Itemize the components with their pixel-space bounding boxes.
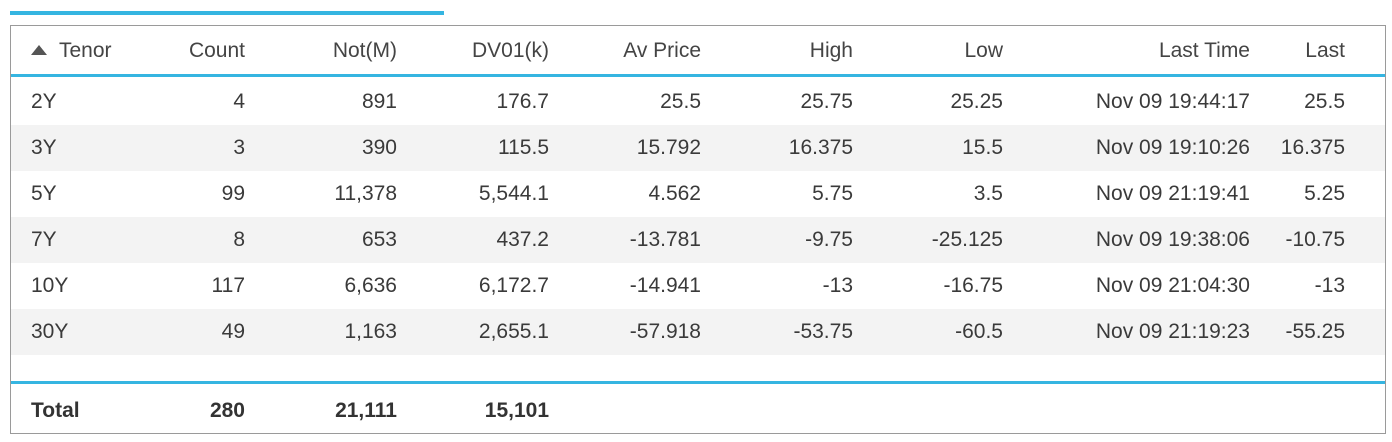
cell-high: 5.75 [812,182,853,205]
column-header-last[interactable]: Last [1305,39,1345,62]
table-row[interactable]: 10Y 117 6,636 6,172.7 -14.941 -13 -16.75… [11,263,1385,309]
cell-count: 49 [221,320,245,343]
cell-high: 25.75 [800,90,853,113]
cell-dv01: 2,655.1 [478,320,549,343]
cell-count: 99 [221,182,245,205]
cell-dv01: 176.7 [496,90,549,113]
cell-notional: 1,163 [344,320,397,343]
column-header-tenor-label: Tenor [59,39,112,62]
cell-notional: 891 [361,90,397,113]
cell-av-price: -57.918 [629,320,701,343]
column-header-tenor[interactable]: Tenor [31,28,211,74]
cell-last: -13 [1314,274,1345,297]
cell-high: -13 [822,274,853,297]
cell-notional: 6,636 [344,274,397,297]
cell-tenor: 2Y [31,90,57,113]
cell-low: 25.25 [950,90,1003,113]
cell-last-time: Nov 09 19:10:26 [1095,136,1250,159]
cell-count: 4 [233,90,245,113]
cell-dv01: 115.5 [498,136,549,159]
cell-last-time: Nov 09 19:38:06 [1095,228,1250,251]
cell-notional: 653 [361,228,397,251]
cell-high: -9.75 [805,228,853,251]
column-header-low[interactable]: Low [964,39,1003,62]
table-row[interactable]: 7Y 8 653 437.2 -13.781 -9.75 -25.125 Nov… [11,217,1385,263]
column-header-notional[interactable]: Not(M) [332,39,397,62]
cell-tenor: 7Y [31,228,57,251]
totals-dv01: 15,101 [484,399,549,422]
cell-last: 16.375 [1280,136,1345,159]
column-header-count[interactable]: Count [188,39,245,62]
cell-dv01: 6,172.7 [478,274,549,297]
sort-ascending-icon[interactable] [31,45,47,55]
cell-dv01: 5,544.1 [478,182,549,205]
cell-av-price: 15.792 [636,136,701,159]
cell-last: 25.5 [1304,90,1345,113]
cell-tenor: 30Y [31,320,69,343]
cell-last-time: Nov 09 21:19:23 [1095,320,1250,343]
cell-last-time: Nov 09 21:19:41 [1095,182,1250,205]
cell-av-price: 4.562 [648,182,701,205]
totals-count: 280 [209,399,245,422]
cell-low: -16.75 [943,274,1003,297]
cell-last: -10.75 [1285,228,1345,251]
cell-notional: 390 [361,136,397,159]
active-tab-indicator [10,11,444,15]
cell-notional: 11,378 [334,182,397,205]
cell-tenor: 3Y [31,136,57,159]
cell-last: -55.25 [1285,320,1345,343]
column-header-high[interactable]: High [809,39,853,62]
totals-notional: 21,111 [335,399,397,422]
cell-last: 5.25 [1304,182,1345,205]
cell-dv01: 437.2 [496,228,549,251]
cell-av-price: 25.5 [660,90,701,113]
cell-low: -25.125 [931,228,1003,251]
column-header-last-time[interactable]: Last Time [1158,39,1250,62]
totals-row: Total 280 21,111 15,101 [11,388,1385,434]
cell-tenor: 5Y [31,182,57,205]
cell-low: 3.5 [973,182,1003,205]
cell-av-price: -13.781 [629,228,701,251]
header-row: Tenor Count Not(M) DV01(k) Av Price High… [11,28,1385,74]
cell-low: 15.5 [962,136,1003,159]
table-row[interactable]: 5Y 99 11,378 5,544.1 4.562 5.75 3.5 Nov … [11,171,1385,217]
table-row[interactable]: 30Y 49 1,163 2,655.1 -57.918 -53.75 -60.… [11,309,1385,355]
cell-high: -53.75 [793,320,853,343]
cell-count: 117 [211,274,245,297]
header-divider [11,74,1385,77]
cell-av-price: -14.941 [629,274,701,297]
cell-tenor: 10Y [31,274,69,297]
column-header-av-price[interactable]: Av Price [623,39,701,62]
cell-last-time: Nov 09 21:04:30 [1095,274,1250,297]
cell-count: 8 [233,228,245,251]
cell-high: 16.375 [788,136,853,159]
footer-divider [11,381,1385,384]
table-row[interactable]: 3Y 3 390 115.5 15.792 16.375 15.5 Nov 09… [11,125,1385,171]
cell-low: -60.5 [955,320,1003,343]
column-header-dv01[interactable]: DV01(k) [471,39,549,62]
cell-count: 3 [233,136,245,159]
cell-last-time: Nov 09 19:44:17 [1095,90,1250,113]
table-row[interactable]: 2Y 4 891 176.7 25.5 25.75 25.25 Nov 09 1… [11,79,1385,125]
totals-label: Total [31,399,80,422]
tenor-summary-grid: Tenor Count Not(M) DV01(k) Av Price High… [10,25,1386,434]
